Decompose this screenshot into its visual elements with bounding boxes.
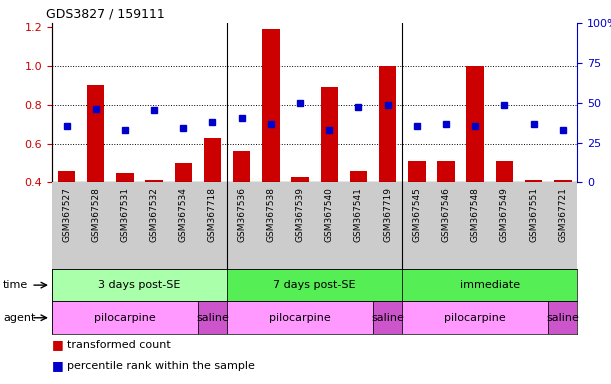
Bar	[145, 180, 163, 182]
Bar	[52, 301, 198, 334]
Text: GSM367531: GSM367531	[120, 187, 130, 242]
Bar	[496, 161, 513, 182]
Bar	[548, 301, 577, 334]
Bar	[203, 138, 221, 182]
Bar	[233, 151, 251, 182]
Text: GSM367545: GSM367545	[412, 187, 422, 242]
Text: GSM367534: GSM367534	[179, 187, 188, 242]
Bar	[373, 301, 402, 334]
Bar	[52, 269, 227, 301]
Text: GSM367540: GSM367540	[325, 187, 334, 242]
Bar	[116, 173, 134, 182]
Bar	[175, 163, 192, 182]
Bar	[379, 66, 397, 182]
Text: pilocarpine: pilocarpine	[94, 313, 156, 323]
Bar	[87, 85, 104, 182]
Bar	[402, 301, 548, 334]
Text: GDS3827 / 159111: GDS3827 / 159111	[46, 8, 164, 21]
Text: ■: ■	[52, 359, 64, 372]
Bar	[198, 301, 227, 334]
Text: 3 days post-SE: 3 days post-SE	[98, 280, 181, 290]
Text: percentile rank within the sample: percentile rank within the sample	[67, 361, 255, 371]
Text: GSM367538: GSM367538	[266, 187, 276, 242]
Text: GSM367721: GSM367721	[558, 187, 567, 242]
Text: GSM367527: GSM367527	[62, 187, 71, 242]
Text: GSM367536: GSM367536	[237, 187, 246, 242]
Text: pilocarpine: pilocarpine	[444, 313, 506, 323]
Text: GSM367528: GSM367528	[91, 187, 100, 242]
Text: GSM367539: GSM367539	[296, 187, 304, 242]
Text: GSM367551: GSM367551	[529, 187, 538, 242]
Text: GSM367541: GSM367541	[354, 187, 363, 242]
Text: agent: agent	[3, 313, 35, 323]
Bar	[408, 161, 426, 182]
Bar	[554, 180, 571, 182]
Bar	[291, 177, 309, 182]
Text: 7 days post-SE: 7 days post-SE	[273, 280, 356, 290]
Text: GSM367546: GSM367546	[442, 187, 450, 242]
Text: GSM367548: GSM367548	[470, 187, 480, 242]
Text: GSM367549: GSM367549	[500, 187, 509, 242]
Text: ■: ■	[52, 338, 64, 351]
Bar	[402, 269, 577, 301]
Text: saline: saline	[546, 313, 579, 323]
Bar	[437, 161, 455, 182]
Text: GSM367532: GSM367532	[150, 187, 159, 242]
Bar	[262, 29, 280, 182]
Text: saline: saline	[371, 313, 404, 323]
Text: time: time	[3, 280, 28, 290]
Bar	[349, 171, 367, 182]
Bar	[525, 180, 543, 182]
Bar	[321, 87, 338, 182]
Text: immediate: immediate	[459, 280, 520, 290]
Bar	[58, 171, 75, 182]
Text: transformed count: transformed count	[67, 339, 171, 350]
Text: pilocarpine: pilocarpine	[269, 313, 331, 323]
Text: GSM367719: GSM367719	[383, 187, 392, 242]
Text: GSM367718: GSM367718	[208, 187, 217, 242]
Text: saline: saline	[196, 313, 229, 323]
Bar	[227, 301, 373, 334]
Bar	[466, 66, 484, 182]
Bar	[227, 269, 402, 301]
